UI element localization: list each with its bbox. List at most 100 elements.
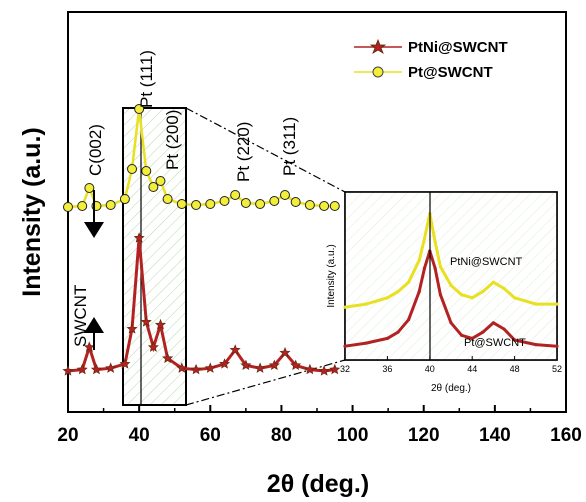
x-tick-label: 60 [200, 425, 221, 446]
inset-data-point [555, 344, 559, 348]
data-point [329, 201, 340, 211]
inset-data-point [438, 293, 442, 297]
inset-data-point [364, 302, 368, 306]
data-point [219, 358, 231, 369]
legend-label-pt: Pt@SWCNT [408, 64, 493, 81]
x-axis: 20 40 60 80 100 120 140 160 [57, 405, 582, 446]
inset-data-point [407, 280, 411, 284]
data-point [219, 196, 230, 206]
inset-data-point [422, 266, 427, 270]
series-line [67, 237, 335, 373]
data-point [290, 197, 301, 207]
inset-data-point [481, 330, 485, 334]
legend-circle-icon [372, 66, 384, 78]
x-tick-label: 120 [408, 425, 440, 446]
data-point [205, 199, 216, 209]
x-tick-label: 80 [271, 425, 292, 446]
inset-data-point [470, 336, 474, 340]
data-point [269, 196, 280, 206]
data-point [318, 365, 330, 376]
inset-x-tick-label: 40 [425, 364, 435, 374]
inset-x-axis: 32 36 40 44 48 52 [340, 356, 562, 374]
inset-data-point [364, 341, 368, 345]
data-point [290, 359, 302, 371]
inset-data-point [343, 305, 347, 309]
data-point [240, 198, 251, 208]
data-point [154, 319, 166, 330]
inset-chart: 32 36 40 44 48 52 Intensity (a.u.) 2θ (deg.) … [326, 191, 562, 394]
data-point [62, 365, 74, 376]
x-tick-label: 40 [129, 425, 150, 446]
connector-bottom [185, 359, 346, 406]
data-point [84, 183, 95, 193]
inset-data-point [513, 296, 517, 300]
data-point [119, 358, 131, 369]
inset-data-point [460, 333, 464, 337]
x-axis-title: 2θ (deg.) [267, 470, 369, 498]
inset-x-tick-label: 44 [467, 364, 477, 374]
inset-data-point [449, 321, 453, 325]
arrow-down-icon [84, 190, 104, 238]
data-point [77, 201, 88, 211]
x-tick-label: 100 [337, 425, 369, 446]
inset-data-point [534, 343, 538, 347]
data-point [83, 341, 95, 352]
inset-x-tick-label: 36 [382, 364, 392, 374]
data-point [162, 194, 173, 204]
data-point [191, 200, 202, 210]
data-point [162, 352, 174, 364]
inset-data-point [422, 236, 427, 241]
inset-data-point [491, 321, 495, 325]
inset-data-point [385, 296, 389, 300]
inset-data-point [417, 258, 421, 262]
data-point [176, 199, 187, 209]
data-point [255, 199, 266, 209]
data-point [126, 323, 138, 334]
inset-data-point [433, 266, 437, 270]
inset-data-point [449, 283, 453, 287]
data-point [141, 166, 152, 176]
peak-label-pt111: Pt (111) [137, 50, 156, 108]
inset-data-point [343, 344, 347, 348]
inset-data-point [491, 280, 495, 284]
data-point [254, 362, 266, 373]
data-point [229, 344, 241, 355]
data-point [176, 362, 188, 373]
connector-top [185, 107, 346, 193]
data-point [148, 182, 159, 192]
data-point [319, 201, 330, 211]
data-point [268, 359, 280, 371]
inset-data-point [555, 302, 559, 306]
inset-label-ptni: PtNi@SWCNT [450, 256, 523, 268]
inset-data-point [396, 290, 400, 294]
inset-x-tick-label: 52 [552, 364, 562, 374]
data-point [76, 363, 88, 375]
peak-label-swcnt: SWCNT [71, 285, 90, 347]
data-point [147, 341, 159, 352]
inset-data-point [396, 330, 400, 334]
peak-label-pt200: Pt (200) [163, 110, 182, 170]
peak-label-pt220: Pt (220) [234, 122, 253, 182]
data-point [304, 200, 315, 210]
y-axis-title: Intensity (a.u.) [18, 127, 46, 296]
inset-series-layer [343, 212, 559, 348]
inset-data-point [407, 318, 411, 322]
data-point [127, 164, 138, 174]
inset-data-point [502, 327, 506, 331]
data-point [134, 104, 145, 114]
data-point [119, 194, 130, 204]
data-point [190, 363, 202, 375]
legend: PtNi@SWCNT Pt@SWCNT [354, 38, 508, 81]
inset-data-point [513, 338, 517, 342]
inset-data-point [460, 293, 464, 297]
data-point [240, 359, 252, 371]
data-point [63, 202, 73, 212]
inset-data-point [534, 302, 538, 306]
data-point [304, 363, 316, 375]
x-tick-label: 20 [57, 425, 78, 446]
inset-data-point [481, 290, 485, 294]
data-point [133, 232, 145, 243]
data-point [204, 362, 216, 373]
inset-x-tick-label: 48 [510, 364, 520, 374]
